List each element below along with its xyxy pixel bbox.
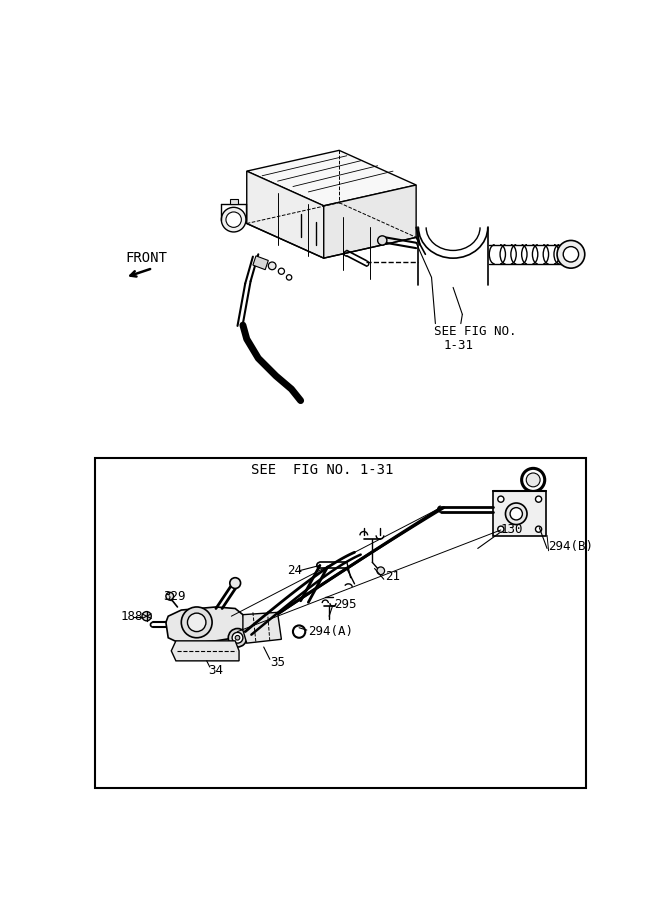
Circle shape (522, 468, 545, 491)
Circle shape (293, 626, 305, 638)
Circle shape (536, 496, 542, 502)
Circle shape (510, 508, 522, 520)
Circle shape (526, 473, 540, 487)
Text: 21: 21 (386, 570, 400, 582)
Polygon shape (253, 256, 268, 270)
Circle shape (498, 496, 504, 502)
Bar (95, 458, 586, 788)
Polygon shape (247, 171, 323, 258)
Polygon shape (166, 607, 245, 644)
Text: 295: 295 (334, 598, 356, 611)
Circle shape (235, 635, 240, 640)
Text: SEE  FIG NO. 1-31: SEE FIG NO. 1-31 (251, 463, 393, 477)
Circle shape (232, 633, 243, 643)
Polygon shape (171, 641, 239, 661)
Text: 130: 130 (501, 524, 524, 536)
Circle shape (226, 212, 241, 228)
Circle shape (228, 628, 247, 647)
Bar (230, 199, 237, 204)
Text: 24: 24 (287, 564, 301, 577)
Bar (493, 491, 546, 536)
Text: FRONT: FRONT (125, 251, 167, 266)
Circle shape (498, 526, 504, 532)
Circle shape (221, 207, 246, 232)
Text: 329: 329 (163, 590, 186, 603)
Circle shape (377, 567, 385, 574)
Text: 35: 35 (270, 656, 285, 669)
Circle shape (268, 262, 276, 270)
Text: 188: 188 (121, 609, 143, 623)
Circle shape (563, 247, 578, 262)
Circle shape (278, 268, 284, 274)
Circle shape (286, 274, 291, 280)
Text: 1-31: 1-31 (443, 338, 473, 352)
Polygon shape (243, 612, 281, 643)
Polygon shape (247, 150, 416, 206)
Circle shape (506, 503, 527, 525)
Text: 294(A): 294(A) (308, 626, 354, 638)
Circle shape (536, 526, 542, 532)
Polygon shape (323, 185, 416, 258)
Circle shape (230, 578, 241, 589)
Circle shape (557, 240, 585, 268)
Circle shape (181, 607, 212, 638)
Circle shape (378, 236, 387, 245)
Circle shape (142, 612, 151, 621)
Circle shape (166, 592, 173, 600)
Text: SEE FIG NO.: SEE FIG NO. (434, 325, 516, 338)
Text: 294(B): 294(B) (548, 540, 594, 554)
Text: 34: 34 (208, 663, 223, 677)
Circle shape (187, 613, 206, 632)
